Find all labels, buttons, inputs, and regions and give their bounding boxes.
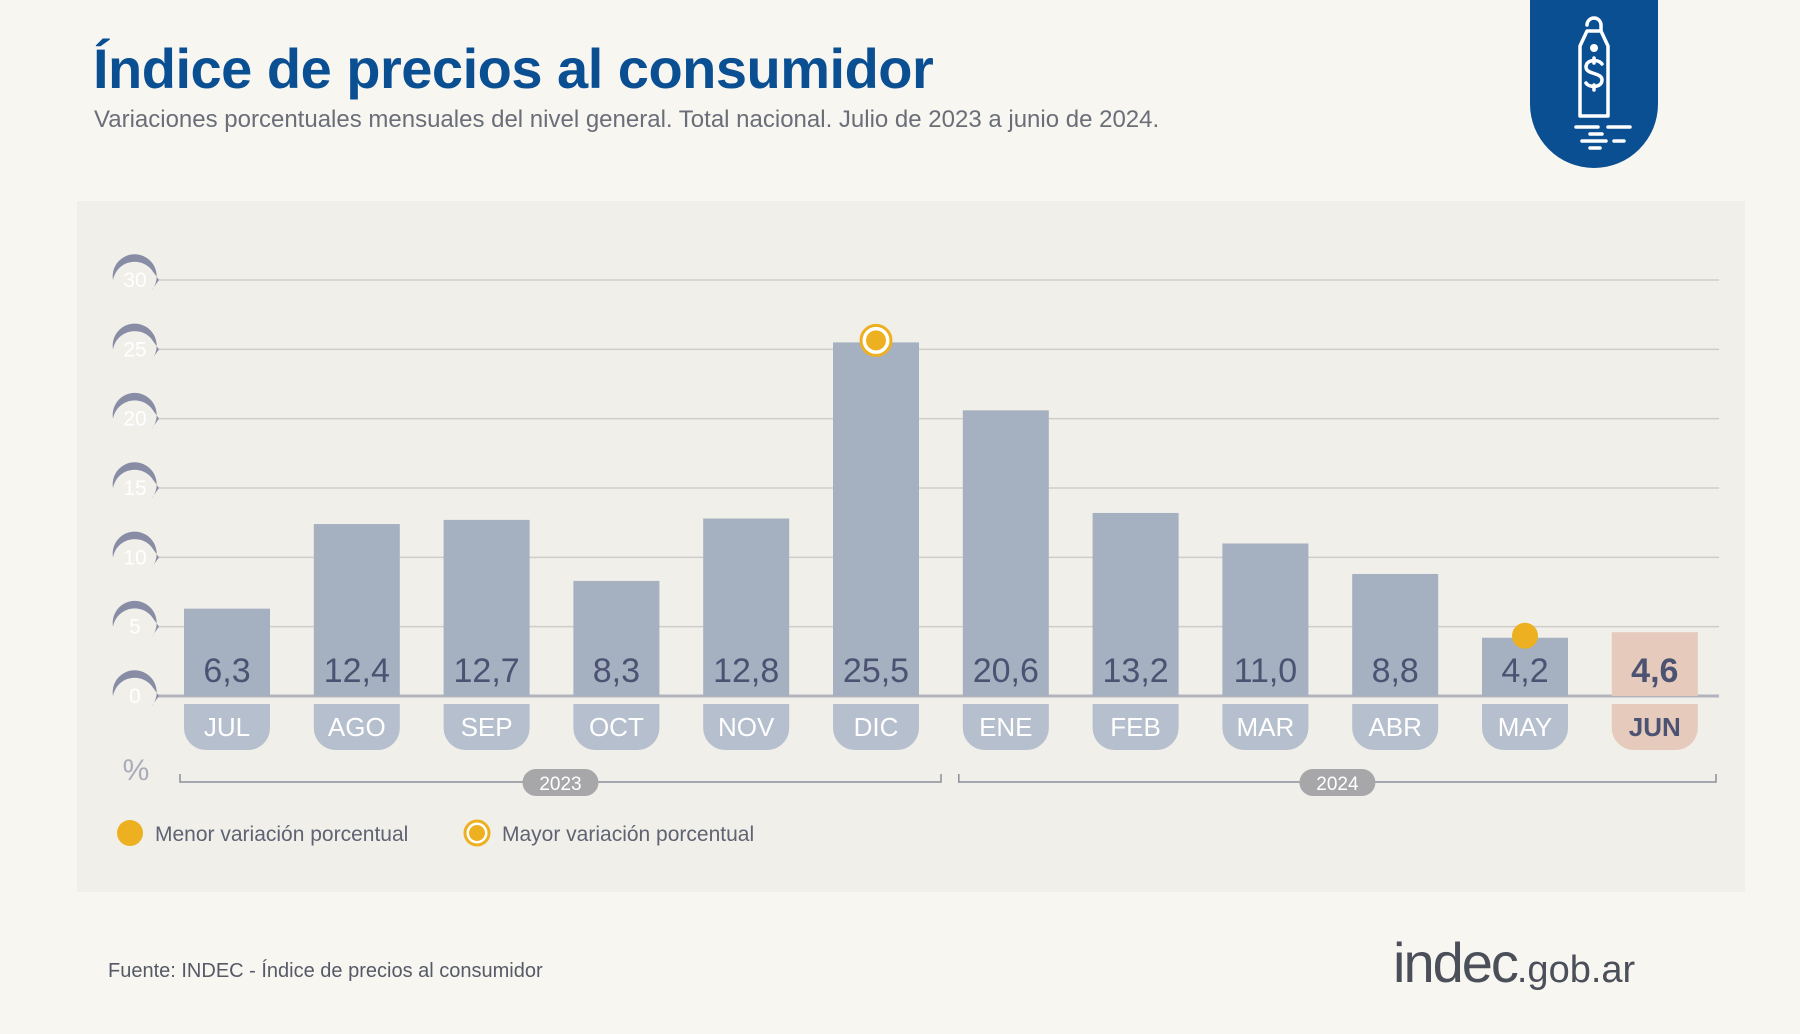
bar-jun (1611, 632, 1698, 696)
x-tick-label: FEB (1110, 712, 1161, 742)
y-tick-label: 25 (123, 338, 146, 361)
month-label-pill (1611, 704, 1698, 750)
month-label-pill (1352, 704, 1439, 750)
x-tick-label: JUL (204, 712, 250, 742)
legend-label: Menor variación porcentual (155, 823, 408, 846)
price-tag-dollar-icon (1530, 0, 1658, 168)
page-title: Índice de precios al consumidor (93, 37, 934, 100)
y-tick-label: 10 (123, 546, 146, 569)
bar-value-label: 12,4 (324, 652, 390, 690)
x-tick-label: MAY (1498, 712, 1552, 742)
bar-value-label: 11,0 (1234, 652, 1298, 690)
bar-mar (1222, 543, 1309, 696)
legend-label: Mayor variación porcentual (502, 823, 754, 846)
y-tick-label: 30 (123, 269, 146, 292)
y-tick-label: 15 (123, 477, 146, 500)
bar-abr (1352, 573, 1439, 696)
month-label-pill (313, 704, 400, 750)
x-tick-label: AGO (328, 712, 386, 742)
bar-oct (573, 580, 660, 696)
bar-value-label: 12,7 (454, 652, 520, 690)
month-label-pill (833, 704, 919, 750)
x-tick-label: NOV (718, 712, 775, 742)
month-label-pill (962, 704, 1049, 750)
x-tick-label: MAR (1237, 712, 1295, 742)
x-tick-label: ENE (979, 712, 1032, 742)
y-tick-label: 0 (129, 685, 141, 708)
bar-value-label: 25,5 (843, 652, 909, 690)
source-note: Fuente: INDEC - Índice de precios al con… (108, 960, 543, 982)
min-variation-marker (1512, 622, 1538, 649)
x-tick-label: DIC (854, 712, 899, 742)
y-tick-bubble (112, 600, 159, 638)
year-label: 2024 (1316, 774, 1359, 795)
bar-value-label: 12,8 (713, 652, 779, 690)
y-tick-label: 20 (123, 408, 146, 431)
legend-min-marker-icon (117, 820, 143, 846)
bar-value-label: 6,3 (203, 652, 250, 690)
bar-sep (443, 519, 530, 696)
y-axis-unit-label: % (123, 754, 150, 787)
x-tick-label: ABR (1368, 712, 1421, 742)
bar-nov (703, 518, 790, 696)
month-label-pill (184, 704, 270, 750)
y-tick-bubble (112, 254, 159, 291)
bar-value-label: 8,3 (593, 652, 640, 690)
month-label-pill (1482, 704, 1568, 750)
bar-value-label: 20,6 (973, 652, 1039, 690)
indec-logo[interactable]: indec.gob.ar (1393, 930, 1635, 995)
bar-value-label: 13,2 (1103, 652, 1169, 690)
year-label: 2023 (539, 774, 581, 795)
y-tick-bubble (112, 392, 159, 430)
year-pill (522, 769, 599, 796)
y-tick-bubble (112, 323, 159, 361)
bar-feb (1092, 512, 1179, 696)
logo-main: indec (1393, 931, 1519, 994)
y-tick-label: 5 (129, 616, 141, 639)
x-tick-label: JUN (1629, 712, 1681, 742)
month-label-pill (573, 704, 660, 750)
bar-jul (184, 608, 270, 696)
month-label-pill (703, 704, 790, 750)
y-tick-bubble (112, 670, 159, 707)
month-label-pill (1092, 704, 1179, 750)
month-label-pill (443, 704, 530, 750)
max-variation-marker-core (866, 330, 886, 351)
legend-max-marker-core (469, 825, 485, 841)
x-tick-label: SEP (461, 712, 513, 742)
y-tick-bubble (112, 531, 159, 569)
logo-suffix: .gob.ar (1516, 949, 1636, 991)
x-tick-label: OCT (589, 712, 644, 742)
bar-value-label: 4,6 (1631, 652, 1678, 690)
page-subtitle: Variaciones porcentuales mensuales del n… (94, 106, 1160, 133)
bar-value-label: 4,2 (1501, 652, 1548, 690)
year-pill (1299, 769, 1376, 796)
bar-dic (833, 342, 919, 696)
bar-value-label: 8,8 (1372, 652, 1419, 690)
bar-ago (313, 524, 400, 696)
y-tick-bubble (112, 462, 159, 499)
bar-ene (962, 410, 1049, 696)
month-label-pill (1222, 704, 1309, 750)
